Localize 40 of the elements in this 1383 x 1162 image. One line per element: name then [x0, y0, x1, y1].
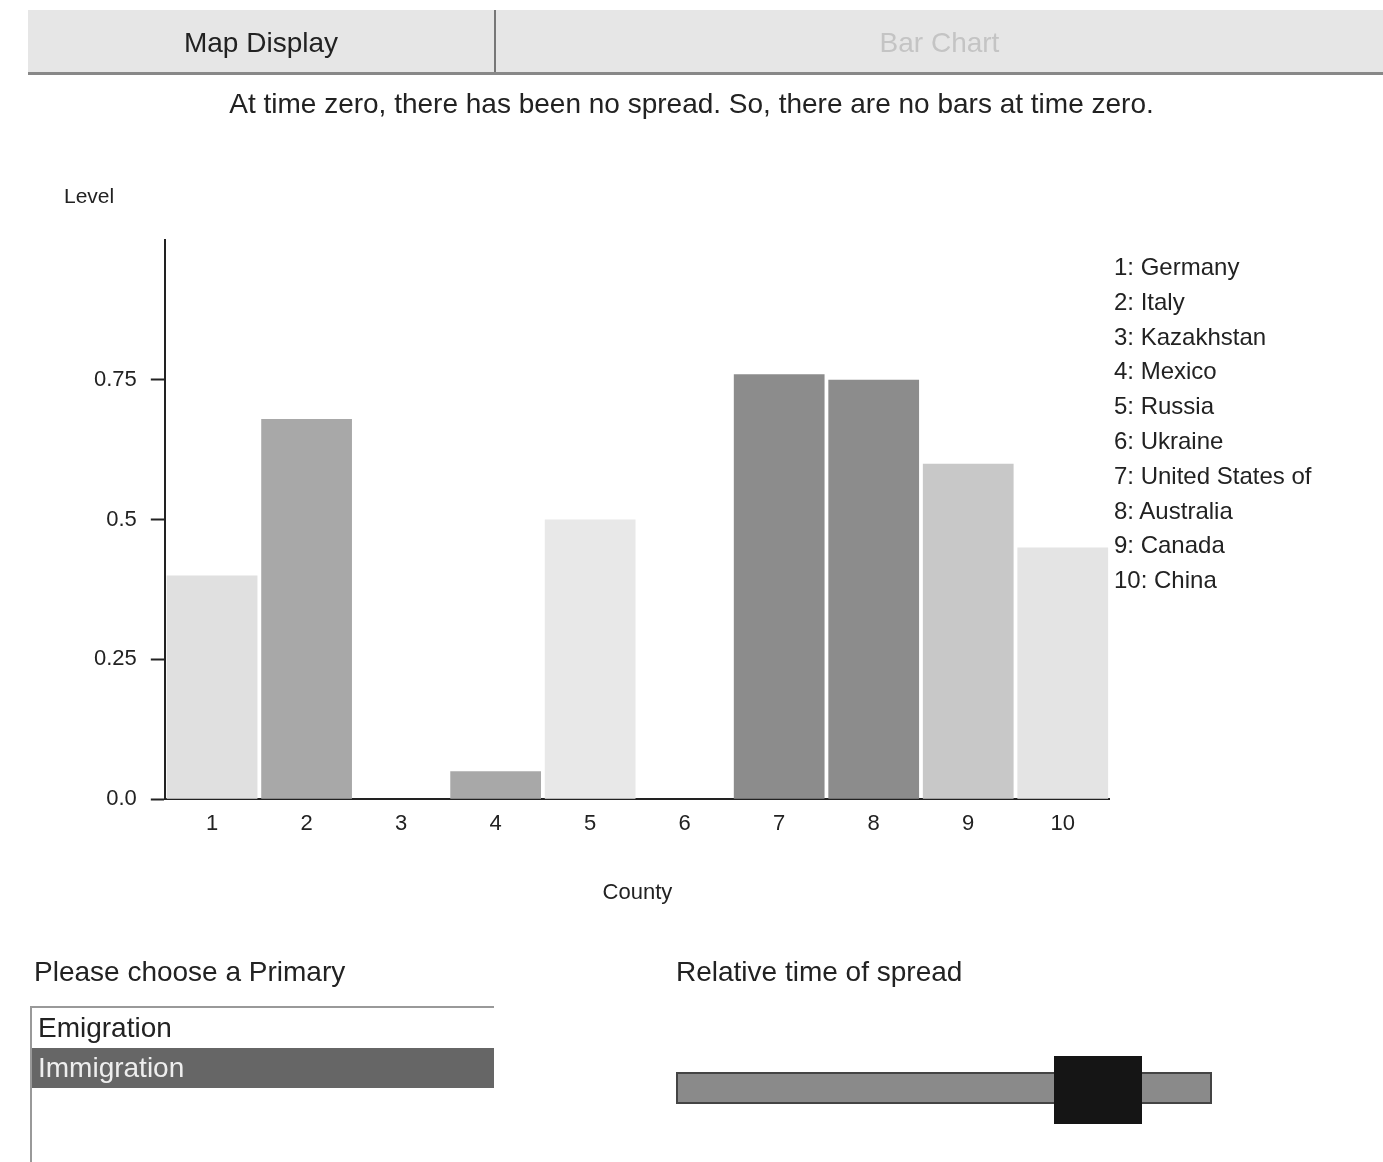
text: 9: Canada: [1114, 530, 1226, 561]
text: Immigration: [32, 1048, 494, 1088]
y-tick-label: 0.0: [106, 785, 137, 811]
bar: [450, 771, 541, 799]
x-tick-label: 6: [678, 810, 691, 836]
bar: [828, 379, 920, 799]
bar: [261, 418, 352, 799]
y-tick-label: 0.5: [106, 505, 137, 531]
text: Please choose a Primary: [34, 956, 346, 988]
chart-subtitle: At time zero, there has been no spread. So, there are no bars at time zero.: [228, 88, 1155, 120]
text: 10: China: [1114, 565, 1218, 596]
x-tick-label: 5: [584, 810, 597, 836]
text: Emigration: [37, 1011, 173, 1045]
bar: [733, 374, 825, 799]
x-tick-label: 7: [773, 810, 786, 836]
bar: [922, 463, 1014, 799]
x-tick-label: 8: [867, 810, 880, 836]
x-tick-label: 9: [962, 810, 975, 836]
text: 7: United States of: [1114, 460, 1312, 491]
text: 5: Russia: [1114, 391, 1216, 422]
x-tick-label: 1: [205, 810, 219, 836]
text: Relative time of spread: [676, 956, 963, 988]
text: Map Display: [28, 10, 496, 72]
text: 6: Ukraine: [1114, 426, 1225, 456]
x-tick-label: 4: [489, 810, 502, 836]
y-tick-label: 0.25: [93, 645, 137, 671]
y-axis-title: Level: [64, 184, 115, 208]
text: 3: Kazakhstan: [1114, 321, 1268, 352]
y-tick-label: 0.75: [93, 365, 137, 391]
text: 2: Italy: [1114, 286, 1186, 317]
bar: [544, 519, 636, 799]
bar: [1017, 547, 1109, 799]
x-tick-label: 10: [1050, 810, 1075, 836]
bar: [166, 575, 258, 799]
x-tick-label: 3: [394, 810, 408, 836]
text: 8: Australia: [1114, 495, 1234, 526]
x-axis-title: County: [602, 878, 673, 904]
text: 4: Mexico: [1114, 356, 1218, 387]
text: 1: Germany: [1114, 252, 1241, 282]
x-tick-label: 2: [300, 810, 313, 836]
